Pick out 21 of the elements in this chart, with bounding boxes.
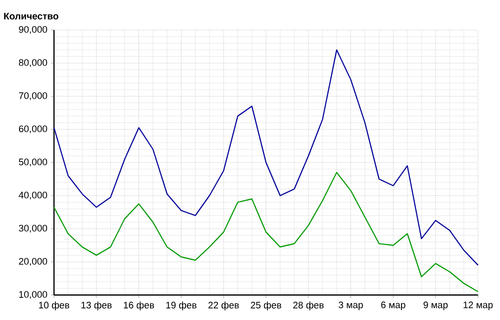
y-tick-label: 40,000	[18, 192, 48, 200]
x-tick-label: 9 мар	[424, 302, 448, 310]
y-tick-label: 10,000	[19, 291, 48, 299]
x-tick-label: 12 мар	[464, 302, 493, 310]
x-tick-label: 28 фев	[293, 302, 324, 310]
x-tick-label: 19 фев	[166, 302, 196, 310]
y-tick-label: 30,000	[18, 224, 48, 233]
y-tick-label: 20,000	[19, 258, 48, 266]
x-tick-label: 13 фев	[82, 302, 112, 310]
x-tick-label: 25 фев	[250, 302, 282, 310]
y-tick-label: 50,000	[18, 158, 48, 166]
x-tick-label: 16 фев	[124, 302, 154, 310]
y-axis-title: Количество	[4, 12, 58, 20]
y-tick-label: 70,000	[19, 92, 48, 100]
x-tick-label: 10 фев	[39, 302, 70, 310]
y-tick-label: 80,000	[18, 59, 48, 68]
x-tick-label: 6 мар	[381, 302, 406, 310]
x-tick-label: 3 мар	[338, 302, 363, 310]
y-tick-label: 90,000	[18, 26, 48, 34]
y-tick-label: 60,000	[19, 125, 48, 134]
x-tick-label: 22 фев	[208, 302, 239, 310]
